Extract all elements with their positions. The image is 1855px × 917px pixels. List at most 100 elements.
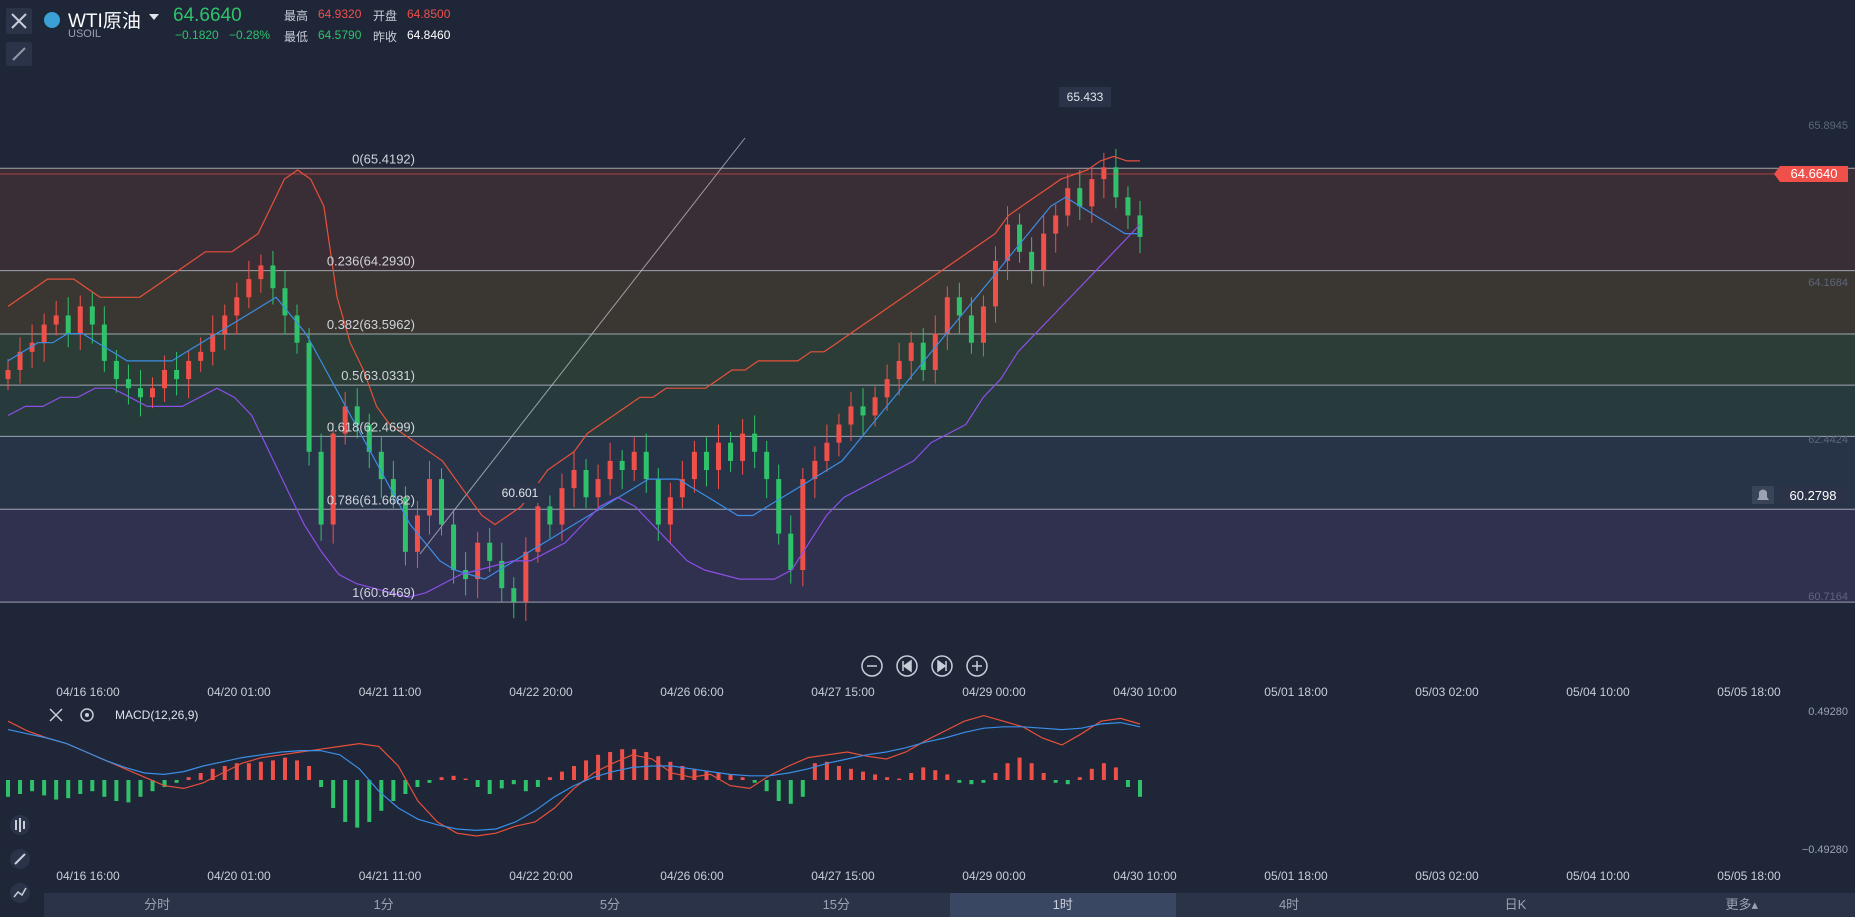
time-axis-main-tick-4: 04/26 06:00 bbox=[660, 685, 724, 699]
candle bbox=[691, 440, 697, 493]
period-tab-5[interactable]: 4时 bbox=[1278, 897, 1300, 912]
macd-bar bbox=[535, 780, 540, 787]
candle bbox=[41, 313, 47, 362]
time-axis-macd-tick-6: 04/29 00:00 bbox=[962, 869, 1026, 883]
fib-label-1: 0.236(64.2930) bbox=[327, 254, 415, 269]
time-axis-main-tick-8: 05/01 18:00 bbox=[1264, 685, 1328, 699]
macd-title: MACD(12,26,9) bbox=[115, 708, 198, 722]
macd-bar bbox=[451, 775, 456, 780]
period-tab-2[interactable]: 5分 bbox=[599, 897, 621, 912]
macd-bar bbox=[692, 768, 697, 780]
period-tab-4[interactable]: 1时 bbox=[949, 893, 1176, 917]
current-price-text: 64.6640 bbox=[1791, 166, 1838, 181]
macd-bar bbox=[379, 780, 384, 811]
macd-bar bbox=[78, 780, 83, 794]
macd-bar bbox=[114, 780, 119, 801]
last-price: 64.6640 bbox=[173, 5, 242, 26]
fib-label-6: 1(60.6469) bbox=[352, 585, 415, 600]
macd-bar bbox=[559, 771, 564, 780]
close-button[interactable] bbox=[6, 8, 32, 34]
fib-label-5: 0.786(61.6682) bbox=[327, 492, 415, 507]
period-tab-1[interactable]: 1分 bbox=[373, 897, 394, 912]
macd-close-button[interactable] bbox=[49, 708, 63, 722]
macd-lines bbox=[7, 714, 1141, 837]
candle bbox=[980, 295, 986, 357]
macd-bar bbox=[897, 778, 902, 780]
fib-trend-line[interactable] bbox=[419, 137, 746, 555]
candle bbox=[439, 468, 445, 536]
scroll-left-button[interactable] bbox=[896, 655, 918, 677]
period-tab-0[interactable]: 分时 bbox=[144, 897, 171, 912]
crosshair-price-tag[interactable]: 60.2798 bbox=[1752, 486, 1848, 504]
period-tab-6[interactable]: 日K bbox=[1504, 897, 1527, 912]
macd-settings-button[interactable] bbox=[80, 708, 94, 722]
candle bbox=[390, 460, 396, 509]
macd-bar bbox=[921, 767, 926, 780]
zoom-out-button[interactable] bbox=[861, 655, 883, 677]
open-label: 开盘 bbox=[373, 9, 398, 23]
candle bbox=[150, 377, 156, 409]
drawing-tools-button[interactable] bbox=[6, 42, 32, 66]
macd-bar bbox=[969, 780, 974, 785]
macd-bar bbox=[776, 780, 781, 801]
candle bbox=[113, 350, 119, 393]
symbol-name[interactable]: WTI原油 bbox=[68, 11, 141, 32]
macd-bar bbox=[90, 780, 95, 792]
macd-bar bbox=[1005, 763, 1010, 780]
time-axis-macd-tick-1: 04/20 01:00 bbox=[207, 869, 271, 883]
fib-label-3: 0.5(63.0331) bbox=[341, 368, 415, 383]
time-axis-macd-tick-10: 05/04 10:00 bbox=[1566, 869, 1630, 883]
macd-chart[interactable]: 0.49280 −0.49280 MACD(12,26,9) bbox=[0, 700, 1855, 860]
macd-bar bbox=[427, 780, 432, 783]
candle bbox=[619, 450, 625, 490]
candle bbox=[5, 359, 11, 390]
macd-bar bbox=[1053, 780, 1058, 783]
macd-bar bbox=[138, 780, 143, 797]
gear-icon bbox=[80, 708, 94, 722]
symbol-dropdown-icon[interactable] bbox=[149, 14, 159, 20]
candle bbox=[1065, 173, 1071, 227]
candle bbox=[354, 388, 360, 439]
candle bbox=[956, 282, 962, 335]
period-tab-7[interactable]: 更多▴ bbox=[1725, 897, 1759, 912]
fib-band-1 bbox=[0, 270, 1855, 334]
candle bbox=[896, 342, 902, 396]
price-chart[interactable]: 0(65.4192) 0.236(64.2930) 0.382(63.5962) 0.… bbox=[0, 70, 1855, 670]
fib-band-5 bbox=[0, 509, 1855, 603]
time-axis-main-tick-0: 04/16 16:00 bbox=[56, 685, 120, 699]
macd-bar bbox=[162, 780, 167, 787]
macd-bar bbox=[415, 780, 420, 787]
scroll-right-button[interactable] bbox=[931, 655, 953, 677]
macd-bar bbox=[933, 770, 938, 780]
candle bbox=[848, 391, 854, 441]
indicator-icon[interactable] bbox=[7, 812, 33, 838]
macd-bar bbox=[728, 774, 733, 780]
prev-close-value: 64.8460 bbox=[407, 28, 451, 42]
line-chart-icon[interactable] bbox=[7, 880, 33, 906]
pencil-icon[interactable] bbox=[7, 846, 33, 872]
price-axis-label-1: 64.1684 bbox=[1808, 277, 1848, 289]
time-axis-main-tick-9: 05/03 02:00 bbox=[1415, 685, 1479, 699]
macd-bar bbox=[836, 766, 841, 780]
candle bbox=[920, 328, 926, 381]
macd-bar bbox=[126, 780, 131, 803]
macd-bar bbox=[812, 763, 817, 780]
candle bbox=[270, 250, 276, 305]
high-label: 最高 bbox=[284, 9, 309, 23]
macd-bar bbox=[547, 777, 552, 780]
macd-bar bbox=[572, 766, 576, 780]
candle bbox=[631, 437, 637, 481]
macd-bar bbox=[1138, 780, 1142, 797]
time-axis-macd-tick-2: 04/21 11:00 bbox=[359, 869, 422, 883]
candle bbox=[740, 419, 746, 475]
macd-bar bbox=[186, 777, 191, 780]
candle bbox=[1041, 215, 1047, 287]
period-tab-3[interactable]: 15分 bbox=[822, 897, 851, 912]
zoom-in-button[interactable] bbox=[966, 655, 988, 677]
boll_lower-line bbox=[7, 224, 1141, 598]
macd-bar bbox=[343, 780, 348, 822]
time-axis-main-tick-10: 05/04 10:00 bbox=[1566, 685, 1630, 699]
open-value: 64.8500 bbox=[407, 7, 451, 21]
macd-bar bbox=[824, 761, 829, 780]
macd-bar bbox=[367, 780, 372, 822]
